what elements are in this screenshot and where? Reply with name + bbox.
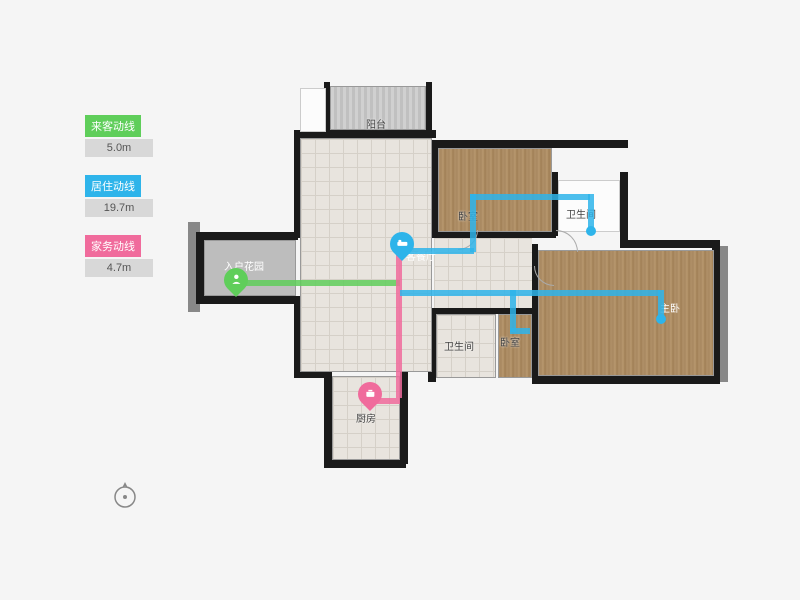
wall-top-balcony-r: [426, 82, 432, 132]
label-kitchen: 厨房: [356, 410, 376, 425]
wall-kitchen-bot: [324, 460, 406, 468]
legend-item-living: 居住动线 19.7m: [85, 175, 153, 217]
path-blue-dot-2: [586, 226, 596, 236]
legend-label-living: 居住动线: [85, 175, 141, 197]
floorplan: 阳台 客餐厅 入户花园 厨房 卫生间 卧室 卫生间 主卧 卧室: [200, 80, 760, 520]
legend-item-housework: 家务动线 4.7m: [85, 235, 153, 277]
path-blue-dot-1: [656, 314, 666, 324]
path-green-1: [230, 280, 400, 286]
person-icon: [230, 273, 242, 288]
wall-kitchen-left: [324, 370, 332, 464]
legend-label-guest: 来客动线: [85, 115, 141, 137]
door-arc-1: [556, 230, 578, 252]
legend-metric-guest: 5.0m: [85, 139, 153, 157]
path-blue-3: [470, 194, 590, 200]
legend-metric-living: 19.7m: [85, 199, 153, 217]
label-bath-bottom: 卫生间: [444, 338, 474, 353]
wall-entry-top: [198, 232, 298, 240]
legend-label-housework: 家务动线: [85, 235, 141, 257]
wall-entry-bot: [198, 296, 298, 304]
wall-right-1: [620, 172, 628, 248]
path-blue-2: [470, 194, 476, 252]
label-bedroom-bot: 卧室: [500, 334, 520, 349]
wall-bottom-right: [532, 376, 720, 384]
path-pink-1: [396, 248, 402, 398]
legend-metric-housework: 4.7m: [85, 259, 153, 277]
room-master: [538, 250, 714, 376]
pot-icon: [364, 387, 376, 402]
wall-entry-left: [196, 232, 204, 304]
wall-right-top: [620, 240, 720, 248]
legend-item-guest: 来客动线 5.0m: [85, 115, 153, 157]
room-side-block: [300, 88, 326, 132]
compass-icon: [110, 480, 140, 510]
wall-top-right: [432, 140, 628, 148]
path-blue-4: [588, 194, 594, 230]
legend: 来客动线 5.0m 居住动线 19.7m 家务动线 4.7m: [85, 115, 153, 295]
room-bedroom-top: [438, 148, 552, 232]
path-blue-8: [510, 328, 530, 334]
label-balcony: 阳台: [366, 116, 386, 131]
path-blue-5: [400, 290, 660, 296]
bed-icon: [396, 237, 408, 252]
path-blue-7: [510, 290, 516, 332]
